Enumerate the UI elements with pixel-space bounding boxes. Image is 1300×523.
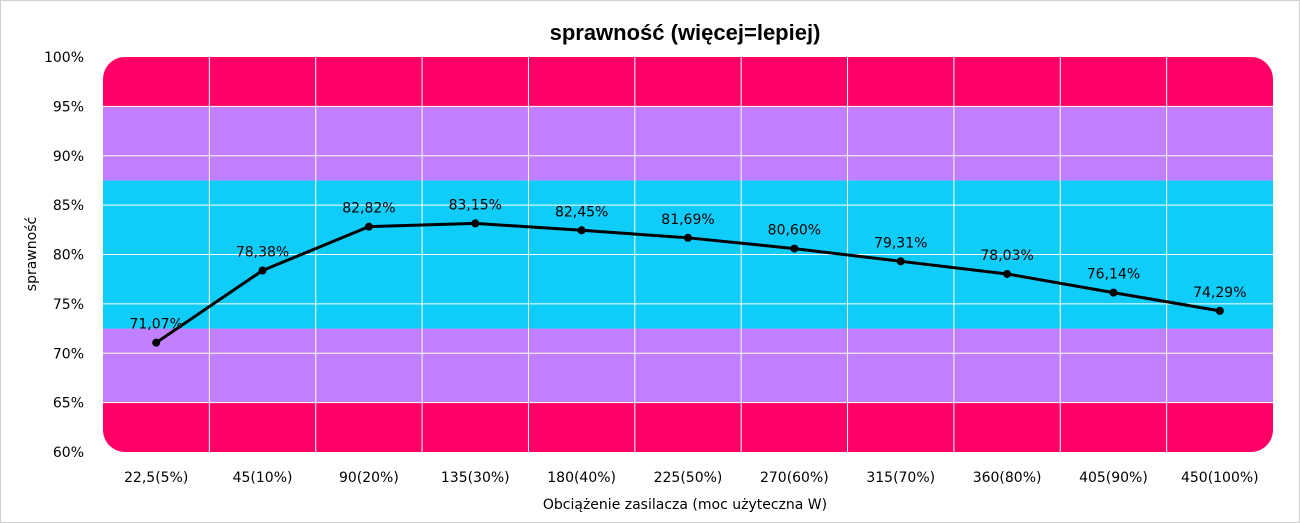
- y-tick-label: 90%: [53, 149, 84, 165]
- x-tick-label: 22,5(5%): [124, 470, 188, 486]
- data-point: [1215, 306, 1224, 315]
- data-label: 74,29%: [1193, 285, 1246, 301]
- data-point: [152, 338, 161, 347]
- chart-title: sprawność (więcej=lepiej): [550, 20, 821, 45]
- band-0: [103, 402, 1273, 452]
- band-4: [103, 57, 1273, 107]
- y-axis-ticks: 60% 65% 70% 75% 80% 85% 90% 95% 100%: [44, 50, 84, 461]
- data-point: [577, 226, 586, 235]
- x-tick-label: 180(40%): [547, 470, 616, 486]
- y-tick-label: 65%: [53, 396, 84, 412]
- data-labels: 71,07% 78,38% 82,82% 83,15% 82,45% 81,69% 80,6…: [129, 197, 1246, 332]
- data-label: 81,69%: [661, 212, 714, 228]
- y-tick-label: 60%: [53, 445, 84, 461]
- x-tick-label: 135(30%): [441, 470, 510, 486]
- data-point: [790, 244, 799, 253]
- band-1: [103, 328, 1273, 403]
- data-label: 80,60%: [768, 223, 821, 239]
- data-label: 83,15%: [449, 197, 502, 213]
- y-tick-label: 100%: [44, 50, 84, 66]
- y-tick-label: 80%: [53, 248, 84, 264]
- data-point: [1109, 288, 1118, 297]
- grid-lines: [103, 57, 1273, 452]
- x-tick-label: 45(10%): [233, 470, 293, 486]
- data-label: 79,31%: [874, 235, 927, 251]
- data-point: [258, 266, 267, 275]
- band-3: [103, 106, 1273, 181]
- x-tick-label: 225(50%): [654, 470, 723, 486]
- data-label: 82,82%: [342, 201, 395, 217]
- x-tick-label: 405(90%): [1079, 470, 1148, 486]
- x-tick-label: 450(100%): [1181, 470, 1259, 486]
- data-label: 78,03%: [980, 248, 1033, 264]
- series-efficiency: [152, 219, 1224, 347]
- data-label: 78,38%: [236, 244, 289, 260]
- data-point: [364, 222, 373, 231]
- x-tick-label: 270(60%): [760, 470, 829, 486]
- data-point: [684, 233, 692, 242]
- y-tick-label: 70%: [53, 346, 84, 362]
- data-label: 71,07%: [129, 317, 182, 333]
- y-axis-label: sprawność: [24, 217, 40, 291]
- x-tick-label: 315(70%): [866, 470, 935, 486]
- y-tick-label: 85%: [53, 198, 84, 214]
- y-tick-label: 95%: [53, 99, 84, 115]
- x-axis-ticks: 22,5(5%) 45(10%) 90(20%) 135(30%) 180(40%) 22…: [124, 470, 1259, 486]
- x-axis-label: Obciążenie zasilacza (moc użyteczna W): [543, 497, 827, 513]
- x-tick-label: 90(20%): [339, 470, 399, 486]
- x-tick-label: 360(80%): [973, 470, 1042, 486]
- data-label: 76,14%: [1087, 267, 1140, 283]
- data-label: 82,45%: [555, 204, 608, 220]
- data-point: [896, 257, 905, 266]
- data-point: [1003, 269, 1012, 278]
- data-point: [471, 219, 480, 228]
- y-tick-label: 75%: [53, 297, 84, 313]
